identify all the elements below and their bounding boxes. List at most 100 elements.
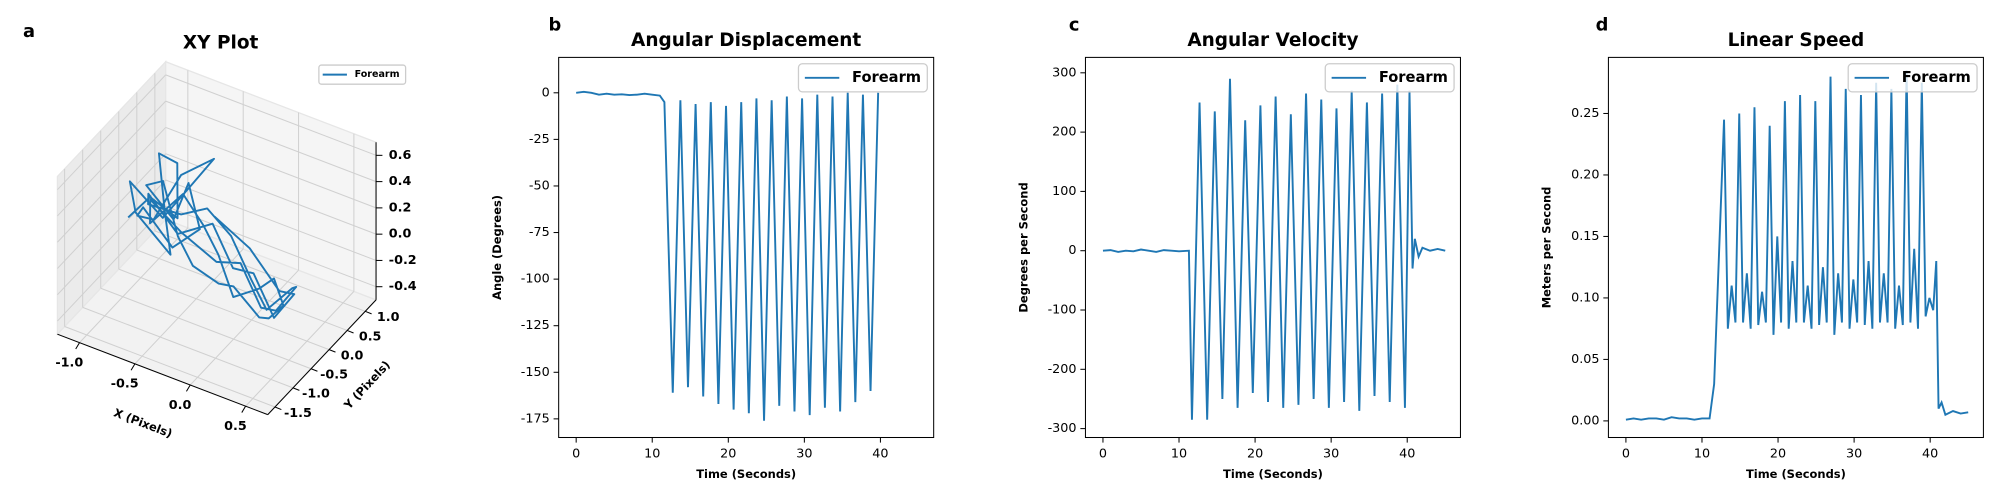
x-tick-label: 30 [796,447,812,462]
x-tick-label: 0 [1622,447,1630,462]
stage: a XY Plot -1.0 -0.5 0.0 0.5 -1.5 -1.0 -0.5 0.0 0.5… [23,15,1984,481]
x-tick-label: 10 [644,447,660,462]
y-tick [365,310,372,315]
legend-label: Forearm [1379,69,1448,86]
y-tick-label: 0.15 [1571,229,1599,244]
series-line [127,152,298,320]
z-tick-label: 0.2 [389,200,412,215]
y-tick-label: -0.5 [320,368,348,383]
z-tick-label: 0.0 [389,227,412,242]
grid-line [165,100,377,183]
x-axis-label: Time (Seconds) [1746,467,1846,481]
y-tick-label: 100 [1052,184,1076,199]
grid-line [57,153,167,269]
x-tick-label: 20 [1247,447,1263,462]
panel-label: c [1069,15,1080,36]
y-tick-label: 0.05 [1571,352,1599,367]
y-tick-label: -1.5 [284,406,312,421]
grid-line [165,179,377,261]
grid-line [136,249,348,331]
axis-line [267,299,377,415]
axes-frame [1607,56,1984,439]
grid-line [134,248,244,365]
legend-box [797,63,928,93]
grid-line [189,269,299,386]
y-tick [328,349,336,353]
y-tick-label: -25 [529,132,550,147]
legend-label: Forearm [355,69,400,80]
grid-line [57,74,167,191]
y-tick-label: -125 [521,318,550,333]
x-tick-label: 10 [1694,447,1710,462]
axes-frame [558,56,935,439]
y-tick-label: 0.10 [1571,290,1599,305]
legend-box [1847,63,1978,93]
x-tick-label: 40 [872,447,888,462]
y-tick-label: 1.0 [377,310,400,325]
y-tick-label: 0.5 [359,329,382,344]
y-tick-label: 0 [1068,243,1076,258]
grid-line [165,74,377,156]
x-tick [185,384,191,392]
grid-line [154,230,366,312]
y-tick-label: -200 [1048,362,1077,377]
panel-label: b [548,15,561,36]
legend-label: Forearm [1902,69,1971,86]
grid-line [57,100,167,217]
y-tick-label: 300 [1052,65,1076,80]
x-tick-label: 30 [1846,447,1862,462]
x-axis-label: X (Pixels) [112,405,175,440]
y-tick-label: -150 [521,365,550,380]
z-tick-label: -0.2 [389,253,417,268]
x-tick [241,405,247,413]
x-tick-label: 0.5 [224,419,247,434]
chart-title: Angular Displacement [631,30,861,51]
x-tick-label: 10 [1171,447,1187,462]
z-tick-label: -0.4 [389,279,417,294]
y-axis-label: Y (Pixels) [340,358,393,413]
axes-frame [1084,56,1461,439]
y-tick-label: 0.20 [1571,167,1599,182]
z-tick-label: 0.6 [389,148,412,163]
y-axis-label: Degrees per Second [1017,182,1031,312]
panel-label: d [1596,15,1609,36]
y-tick-label: 200 [1052,125,1076,140]
grid-line [82,306,294,389]
grid-line [118,268,330,351]
chart-title: Angular Velocity [1187,30,1358,51]
y-tick-label: -100 [521,272,550,287]
x-axis-label: Time (Seconds) [1223,467,1323,481]
x-tick-label: 0 [572,447,580,462]
y-tick-label: -1.0 [302,387,330,402]
x-tick [75,342,80,350]
y-tick [292,387,300,391]
series-line [1102,78,1446,420]
chart-title: Linear Speed [1728,30,1865,51]
y-tick-label: 0.00 [1571,413,1599,428]
z-tick-label: 0.4 [389,174,412,189]
grid-line [64,326,276,408]
y-tick-label: -100 [1048,303,1077,318]
legend-box [318,64,407,85]
y-tick-label: 0.25 [1571,106,1599,121]
y-axis-label: Meters per Second [1540,187,1554,309]
x-tick-label: 0 [1099,447,1107,462]
x-tick-label: -1.0 [55,356,83,371]
y-tick-label: -175 [521,411,550,426]
y-tick-label: 0 [542,85,550,100]
y-tick [346,329,354,334]
y-tick-label: -75 [529,225,550,240]
grid-line [165,153,377,235]
x-tick-label: 0.0 [169,398,192,413]
series-line [1625,70,1969,421]
x-tick [130,363,136,371]
chart-title: XY Plot [183,32,259,53]
grid-line [57,205,167,322]
grid-line [100,287,312,370]
y-tick [310,368,318,372]
x-axis-label: Time (Seconds) [696,467,796,481]
x-tick-label: 40 [1922,447,1938,462]
y-axis-label: Angle (Degrees) [490,195,504,300]
y-tick [274,406,282,411]
